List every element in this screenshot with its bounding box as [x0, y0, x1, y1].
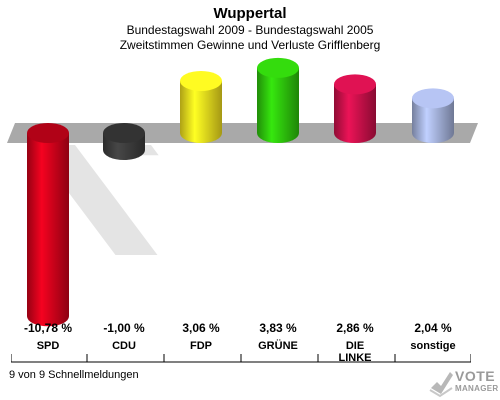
category-label: FDP	[190, 340, 212, 352]
category-label: GRÜNE	[258, 340, 298, 352]
chart-subtitle-line-1: Bundestagswahl 2009 - Bundestagswahl 200…	[126, 23, 374, 37]
category-label: SPD	[36, 340, 60, 352]
value-label: 3,06 %	[182, 321, 220, 335]
value-label: 2,04 %	[414, 321, 452, 335]
logo-text-vote: VOTE	[455, 368, 496, 384]
vote-manager-logo: VOTE MANAGER	[428, 364, 500, 400]
ballot-check-icon	[429, 372, 453, 398]
bar-fdp	[180, 70, 222, 143]
chart-title: Wuppertal	[213, 5, 287, 22]
category-axis	[11, 354, 471, 363]
category-label: sonstige	[410, 340, 456, 352]
category-label: CDU	[112, 340, 136, 352]
value-label: 3,83 %	[259, 321, 297, 335]
bar-cdu	[103, 123, 145, 160]
status-footer: 9 von 9 Schnellmeldungen	[9, 369, 139, 381]
bar-sonstige	[412, 88, 454, 143]
bar-spd	[27, 123, 69, 327]
zero-baseline	[7, 123, 478, 143]
chart-subtitle-line-2: Zweitstimmen Gewinne und Verluste Griffl…	[119, 38, 381, 52]
value-label: 2,86 %	[336, 321, 374, 335]
category-label: DIE LINKE	[338, 340, 372, 364]
bar-grüne	[257, 57, 299, 143]
bar-die-linke	[334, 74, 376, 143]
value-label: -10,78 %	[23, 321, 73, 335]
logo-text-manager: MANAGER	[455, 384, 499, 393]
value-label: -1,00 %	[103, 321, 145, 335]
